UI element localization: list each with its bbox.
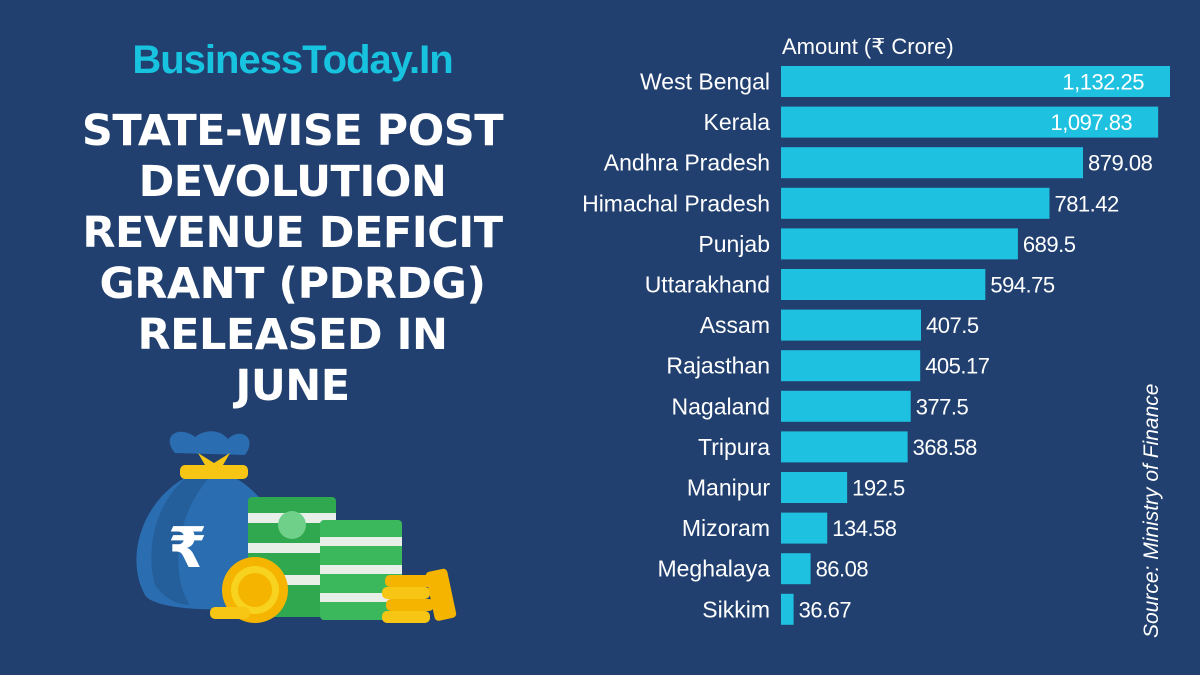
bar-kerala: [781, 106, 1159, 138]
headline: STATE-WISE POST DEVOLUTION REVENUE DEFIC…: [81, 106, 504, 411]
category-label-nagaland: Nagaland: [672, 393, 770, 419]
money-bag-illustration: ₹: [136, 431, 457, 623]
category-label-west-bengal: West Bengal: [640, 69, 770, 95]
category-label-sikkim: Sikkim: [702, 596, 770, 622]
bar-punjab: [781, 228, 1018, 260]
value-label-meghalaya: 86.08: [816, 557, 869, 582]
category-label-tripura: Tripura: [698, 434, 770, 460]
value-label-tripura: 368.58: [913, 435, 978, 460]
value-label-mizoram: 134.58: [832, 516, 897, 541]
value-label-uttarakhand: 594.75: [990, 273, 1055, 298]
category-label-punjab: Punjab: [698, 231, 770, 257]
value-label-sikkim: 36.67: [799, 597, 852, 622]
category-label-uttarakhand: Uttarakhand: [645, 272, 770, 298]
value-label-punjab: 689.5: [1023, 232, 1076, 257]
value-label-manipur: 192.5: [852, 476, 905, 501]
bar-mizoram: [781, 512, 828, 544]
category-label-kerala: Kerala: [704, 109, 771, 135]
bar-meghalaya: [781, 553, 811, 585]
bar-himachal-pradesh: [781, 187, 1050, 219]
value-label-andhra-pradesh: 879.08: [1088, 151, 1153, 176]
category-label-andhra-pradesh: Andhra Pradesh: [604, 150, 770, 176]
brand-logo-text: BusinessToday.In: [132, 38, 453, 82]
bar-tripura: [781, 431, 908, 463]
bar-sikkim: [781, 593, 794, 625]
category-label-meghalaya: Meghalaya: [657, 556, 770, 582]
value-label-rajasthan: 405.17: [925, 354, 990, 379]
coin-stack-icon: [210, 557, 457, 623]
bar-west-bengal: [781, 66, 1170, 97]
value-label-west-bengal: 1,132.25: [1062, 70, 1144, 95]
value-label-himachal-pradesh: 781.42: [1054, 191, 1119, 216]
category-label-mizoram: Mizoram: [682, 515, 770, 541]
category-label-rajasthan: Rajasthan: [666, 353, 770, 379]
value-label-nagaland: 377.5: [916, 394, 969, 419]
source-note: Source: Ministry of Finance: [1140, 383, 1163, 638]
category-label-himachal-pradesh: Himachal Pradesh: [582, 190, 770, 216]
value-label-assam: 407.5: [926, 313, 979, 338]
value-label-kerala: 1,097.83: [1051, 110, 1133, 135]
axis-title: Amount (₹ Crore): [782, 34, 954, 59]
bar-assam: [781, 309, 922, 341]
svg-text:₹: ₹: [168, 516, 207, 581]
category-label-assam: Assam: [700, 312, 770, 338]
bar-rajasthan: [781, 350, 921, 382]
bar-manipur: [781, 472, 848, 503]
bar-andhra-pradesh: [781, 147, 1084, 179]
category-label-manipur: Manipur: [687, 475, 770, 501]
bar-uttarakhand: [781, 269, 986, 300]
bar-nagaland: [781, 390, 911, 422]
